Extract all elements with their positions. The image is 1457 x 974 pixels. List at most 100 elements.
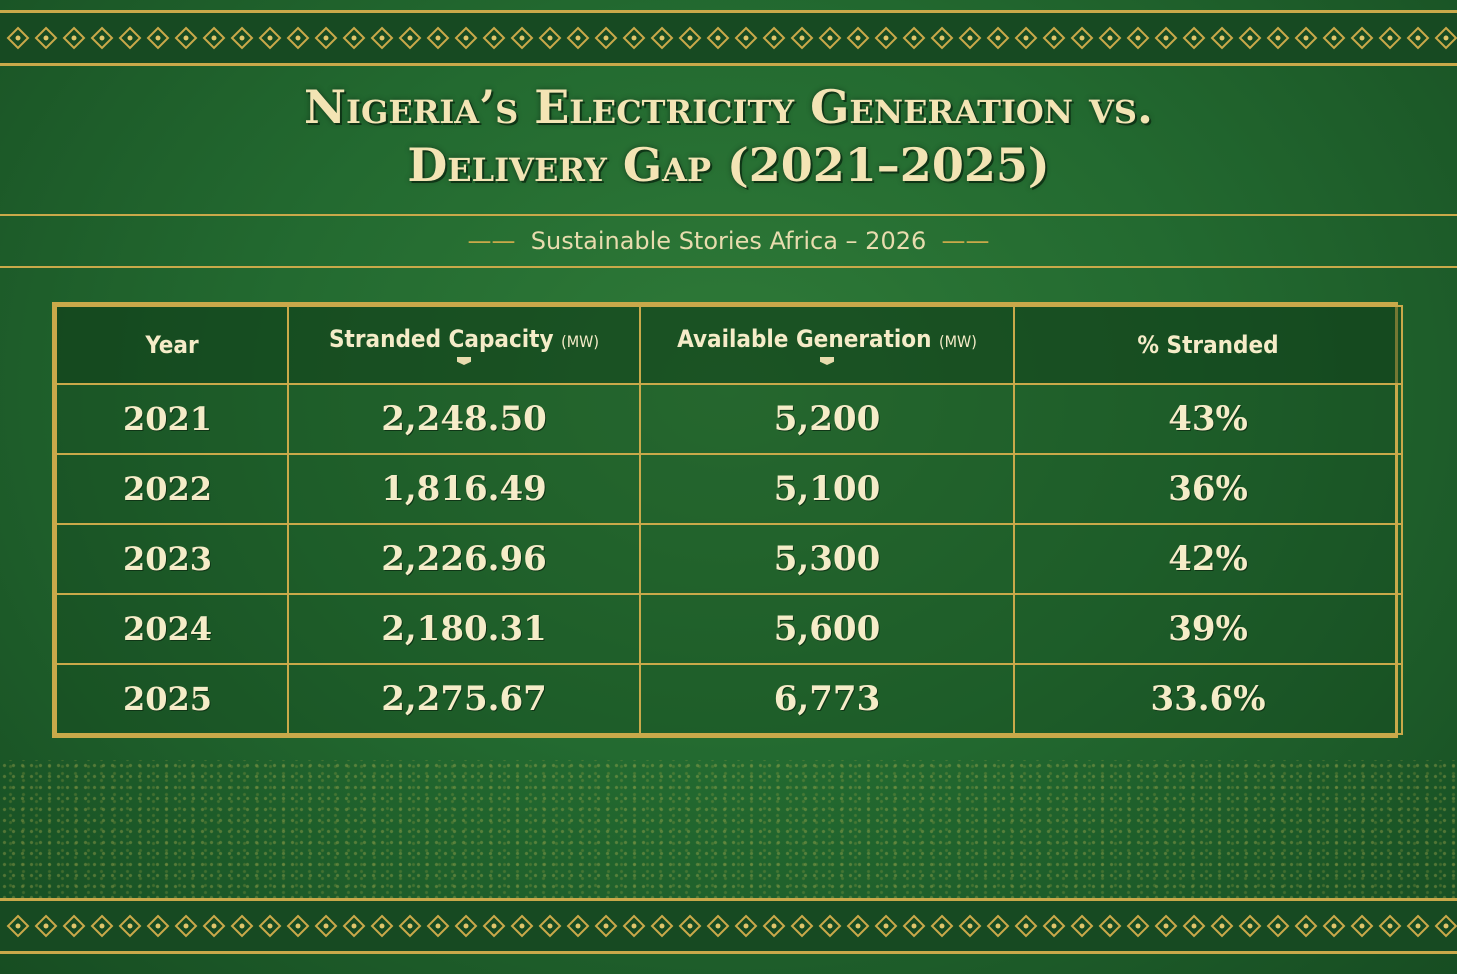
diamond-ornament	[342, 26, 366, 50]
speckle-texture	[0, 760, 1457, 900]
dot-ornament	[351, 923, 357, 929]
diamond-ornament	[650, 914, 674, 938]
diamond-ornament	[1014, 914, 1038, 938]
dot-ornament	[1219, 923, 1225, 929]
dot-ornament	[603, 35, 609, 41]
diamond-ornament	[398, 26, 422, 50]
dot-ornament	[15, 923, 21, 929]
dot-ornament	[1303, 923, 1309, 929]
dot-ornament	[295, 35, 301, 41]
diamond-ornament	[482, 26, 506, 50]
table-row: 2021 2,248.50 5,200 43%	[55, 383, 1403, 455]
dot-ornament	[799, 923, 805, 929]
diamond-ornament	[62, 26, 86, 50]
cell-stranded: 2,226.96	[287, 523, 641, 595]
diamond-ornament	[790, 914, 814, 938]
dot-ornament	[1023, 923, 1029, 929]
diamond-ornament	[1322, 914, 1346, 938]
diamond-ornament	[818, 914, 842, 938]
dot-ornament	[743, 923, 749, 929]
diamond-ornament	[146, 26, 170, 50]
diamond-ornament	[1070, 914, 1094, 938]
table-header-row: Year Stranded Capacity (MW) Available Ge…	[55, 305, 1403, 385]
dot-ornament	[127, 35, 133, 41]
diamond-ornament	[258, 914, 282, 938]
dot-ornament	[43, 923, 49, 929]
header-percent-label: % Stranded	[1137, 331, 1279, 359]
diamond-ornament	[1266, 26, 1290, 50]
header-available-generation: Available Generation (MW)	[639, 305, 1015, 385]
cell-year: 2021	[55, 383, 289, 455]
diamond-ornament	[762, 26, 786, 50]
dot-ornament	[855, 923, 861, 929]
diamond-ornament	[734, 914, 758, 938]
header-available-label: Available Generation	[677, 325, 932, 353]
dot-ornament	[71, 35, 77, 41]
diamond-ornament	[846, 914, 870, 938]
diamond-ornament	[566, 914, 590, 938]
dot-ornament	[1163, 923, 1169, 929]
subtitle-text: Sustainable Stories Africa – 2026	[530, 227, 927, 255]
diamond-ornament	[930, 914, 954, 938]
dot-ornament	[1387, 923, 1393, 929]
diamond-ornament	[454, 914, 478, 938]
diamond-ornament	[538, 914, 562, 938]
diamond-ornament	[398, 914, 422, 938]
dot-ornament	[155, 923, 161, 929]
diamond-ornament	[1266, 914, 1290, 938]
diamond-ornament	[174, 914, 198, 938]
diamond-ornament	[1182, 914, 1206, 938]
dot-ornament	[547, 35, 553, 41]
diamond-ornament	[958, 914, 982, 938]
dot-ornament	[659, 923, 665, 929]
dot-ornament	[1219, 35, 1225, 41]
dot-ornament	[1415, 35, 1421, 41]
diamond-ornament	[706, 26, 730, 50]
dot-ornament	[1443, 35, 1449, 41]
dot-ornament	[1415, 923, 1421, 929]
dot-ornament	[1079, 35, 1085, 41]
diamond-ornament	[1154, 914, 1178, 938]
dot-ornament	[407, 923, 413, 929]
diamond-ornament	[202, 914, 226, 938]
dot-ornament	[883, 35, 889, 41]
diamond-ornament	[1350, 26, 1374, 50]
dot-ornament	[883, 923, 889, 929]
dot-ornament	[1135, 35, 1141, 41]
dot-ornament	[295, 923, 301, 929]
header-year: Year	[55, 305, 289, 385]
diamond-ornament	[818, 26, 842, 50]
diamond-ornament	[650, 26, 674, 50]
diamond-ornament	[1210, 914, 1234, 938]
dot-ornament	[1275, 923, 1281, 929]
diamond-ornament	[1210, 26, 1234, 50]
dot-ornament	[743, 35, 749, 41]
dot-ornament	[519, 923, 525, 929]
diamond-ornament	[1070, 26, 1094, 50]
dot-ornament	[1247, 923, 1253, 929]
header-year-label: Year	[145, 331, 199, 359]
dot-ornament	[1135, 923, 1141, 929]
diamond-ornament	[510, 26, 534, 50]
cell-available: 5,200	[639, 383, 1015, 455]
diamond-ornament	[1098, 914, 1122, 938]
diamond-ornament	[286, 914, 310, 938]
top-pattern-band	[0, 10, 1457, 66]
diamond-ornament	[706, 914, 730, 938]
diamond-ornament	[1238, 914, 1262, 938]
header-stranded-unit: (MW)	[561, 332, 599, 351]
dot-ornament	[715, 923, 721, 929]
diamond-ornament	[1406, 914, 1430, 938]
dot-ornament	[911, 35, 917, 41]
ribbon-icon	[457, 357, 471, 365]
header-stranded-capacity: Stranded Capacity (MW)	[287, 305, 641, 385]
diamond-ornament	[314, 914, 338, 938]
cell-available: 5,600	[639, 593, 1015, 665]
diamond-ornament	[958, 26, 982, 50]
cell-available: 6,773	[639, 663, 1015, 735]
dot-ornament	[575, 923, 581, 929]
diamond-ornament	[986, 26, 1010, 50]
cell-percent: 43%	[1013, 383, 1403, 455]
diamond-ornament	[370, 26, 394, 50]
dot-ornament	[491, 923, 497, 929]
